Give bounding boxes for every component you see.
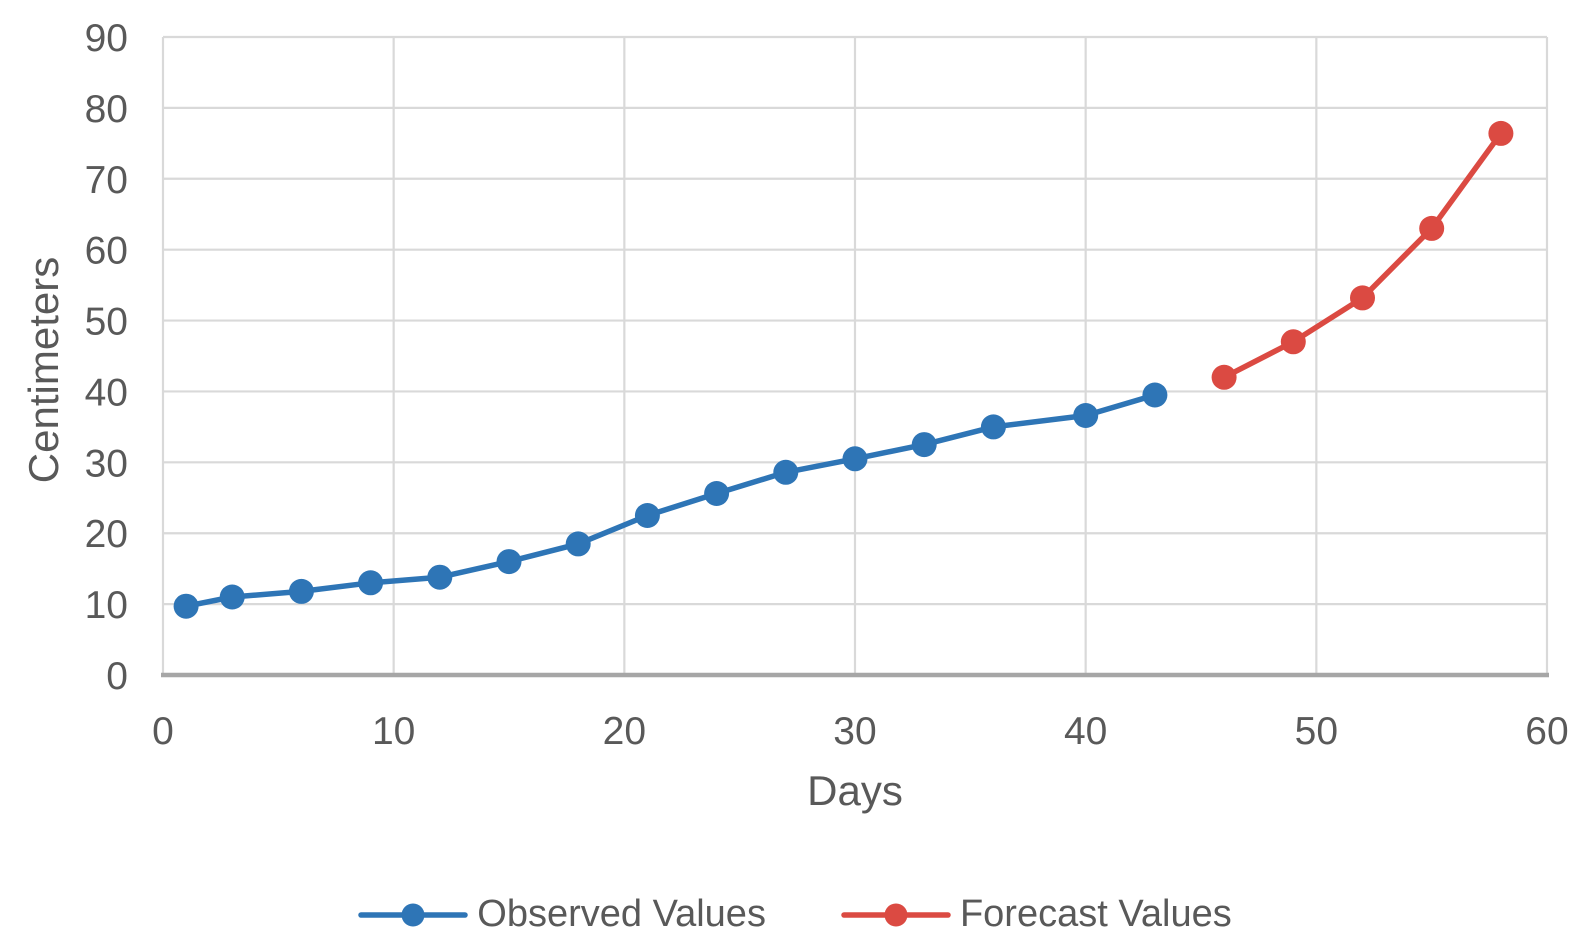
data-point-observed-values-day-3 <box>219 584 245 610</box>
series-line-forecast-values <box>1221 130 1504 381</box>
data-point-observed-values-day-36 <box>980 414 1006 440</box>
vertical-gridlines <box>161 37 1549 675</box>
y-tick-label: 60 <box>85 230 128 273</box>
data-point-observed-values-day-12 <box>427 564 453 590</box>
data-point-observed-values-day-1 <box>173 593 199 619</box>
legend-label: Forecast Values <box>959 893 1232 935</box>
y-tick-label: 20 <box>85 513 128 556</box>
y-tick-label: 40 <box>85 371 128 414</box>
y-tick-label: 80 <box>85 88 128 131</box>
data-point-forecast-values-day-49 <box>1280 329 1306 355</box>
y-tick-label: 0 <box>106 655 128 698</box>
series-forecast-values <box>1211 120 1514 390</box>
legend-dot <box>401 903 425 926</box>
x-tick-label: 50 <box>1295 710 1338 753</box>
y-tick-label: 70 <box>85 159 128 202</box>
y-tick-label: 90 <box>85 17 128 60</box>
legend-marker-icon <box>841 903 951 926</box>
y-tick-label: 10 <box>85 584 128 627</box>
series-line-observed-values <box>183 392 1158 609</box>
data-point-forecast-values-day-58 <box>1488 120 1514 146</box>
y-tick-label: 50 <box>85 301 128 344</box>
data-point-observed-values-day-40 <box>1073 403 1099 428</box>
series-observed-values <box>173 382 1168 619</box>
data-point-observed-values-day-6 <box>288 578 314 604</box>
x-tick-label: 60 <box>1525 710 1568 753</box>
x-tick-label: 20 <box>603 710 646 753</box>
y-tick-label: 30 <box>85 442 128 485</box>
x-tick-label: 10 <box>372 710 415 753</box>
data-point-forecast-values-day-55 <box>1419 215 1445 241</box>
line-chart: 0 10 20 30 40 50 60 70 80 90 0 10 20 30 40 50 60 Centim… <box>20 17 1569 814</box>
data-point-forecast-values-day-46 <box>1211 364 1237 390</box>
data-point-observed-values-day-24 <box>704 481 730 506</box>
legend-item-forecast-values: Forecast Values <box>840 893 1232 936</box>
data-point-observed-values-day-27 <box>773 459 799 485</box>
legend-item-observed-values: Observed Values <box>357 893 766 936</box>
x-axis-title: Days <box>807 767 903 814</box>
data-point-observed-values-day-33 <box>911 432 937 458</box>
x-axis-tick-labels: 0 10 20 30 40 50 60 <box>152 710 1569 753</box>
data-point-observed-values-day-21 <box>634 503 660 528</box>
y-axis-tick-labels: 0 10 20 30 40 50 60 70 80 90 <box>85 17 128 698</box>
data-point-observed-values-day-18 <box>565 531 591 557</box>
data-point-observed-values-day-9 <box>358 570 384 596</box>
data-point-observed-values-day-15 <box>496 549 522 575</box>
data-point-observed-values-day-30 <box>842 446 868 472</box>
x-tick-label: 30 <box>833 710 876 753</box>
legend-marker-icon <box>358 903 469 926</box>
x-tick-label: 0 <box>152 710 174 753</box>
chart-legend: Observed Values Forecast Values <box>0 893 1589 936</box>
legend-dot <box>884 903 908 926</box>
y-axis-title: Centimeters <box>20 257 67 483</box>
x-tick-label: 40 <box>1064 710 1107 753</box>
data-point-forecast-values-day-52 <box>1350 285 1375 311</box>
data-point-observed-values-day-43 <box>1142 382 1168 408</box>
legend-label: Observed Values <box>477 893 766 935</box>
series <box>173 120 1514 619</box>
